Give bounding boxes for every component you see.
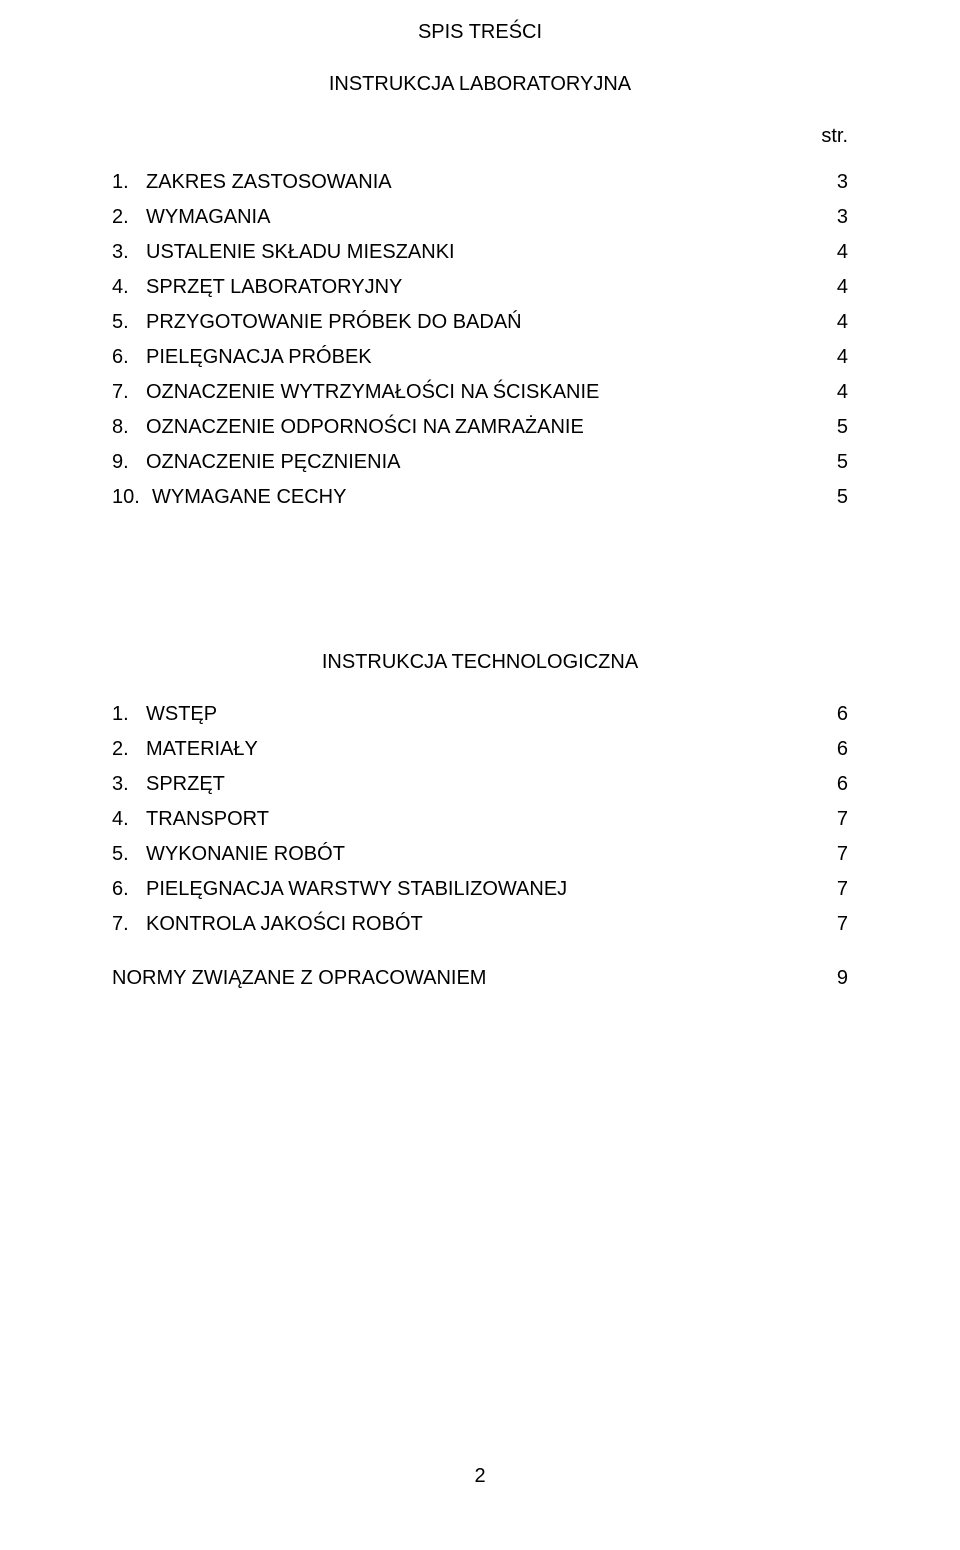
toc-number: 9. bbox=[112, 450, 146, 474]
toc-label: OZNACZENIE WYTRZYMAŁOŚCI NA ŚCISKANIE bbox=[146, 380, 599, 404]
toc-number: 4. bbox=[112, 275, 146, 299]
toc-page: 5 bbox=[828, 415, 848, 439]
toc-label: SPRZĘT bbox=[146, 772, 225, 796]
toc-row: 10. WYMAGANE CECHY 5 bbox=[112, 485, 848, 509]
toc-page: 6 bbox=[828, 737, 848, 761]
toc-row: 3. SPRZĘT 6 bbox=[112, 772, 848, 796]
toc-number: 3. bbox=[112, 240, 146, 264]
toc-row: 7. OZNACZENIE WYTRZYMAŁOŚCI NA ŚCISKANIE… bbox=[112, 380, 848, 404]
toc-row: 8. OZNACZENIE ODPORNOŚCI NA ZAMRAŻANIE 5 bbox=[112, 415, 848, 439]
toc-number: 5. bbox=[112, 842, 146, 866]
toc-number: 3. bbox=[112, 772, 146, 796]
toc-row: 1. WSTĘP 6 bbox=[112, 702, 848, 726]
toc-number: 6. bbox=[112, 877, 146, 901]
toc-page: 4 bbox=[828, 240, 848, 264]
appendix-label: NORMY ZWIĄZANE Z OPRACOWANIEM bbox=[112, 966, 486, 990]
toc-label: ZAKRES ZASTOSOWANIA bbox=[146, 170, 392, 194]
toc-page: 7 bbox=[828, 807, 848, 831]
toc-number: 4. bbox=[112, 807, 146, 831]
toc-label: TRANSPORT bbox=[146, 807, 269, 831]
toc-number: 8. bbox=[112, 415, 146, 439]
toc-page: 7 bbox=[828, 912, 848, 936]
toc-page: 7 bbox=[828, 877, 848, 901]
toc-page: 4 bbox=[828, 345, 848, 369]
toc-row: 1. ZAKRES ZASTOSOWANIA 3 bbox=[112, 170, 848, 194]
toc-page: 7 bbox=[828, 842, 848, 866]
toc-number: 5. bbox=[112, 310, 146, 334]
toc-number: 7. bbox=[112, 912, 146, 936]
toc-row: 6. PIELĘGNACJA WARSTWY STABILIZOWANEJ 7 bbox=[112, 877, 848, 901]
toc-row: 5. PRZYGOTOWANIE PRÓBEK DO BADAŃ 4 bbox=[112, 310, 848, 334]
section-spacer bbox=[112, 520, 848, 650]
toc-row: 5. WYKONANIE ROBÓT 7 bbox=[112, 842, 848, 866]
toc-number: 7. bbox=[112, 380, 146, 404]
toc-page: 4 bbox=[828, 380, 848, 404]
toc-label: PIELĘGNACJA PRÓBEK bbox=[146, 345, 372, 369]
page-number: 2 bbox=[0, 1464, 960, 1488]
toc-page: 5 bbox=[828, 450, 848, 474]
toc-label: KONTROLA JAKOŚCI ROBÓT bbox=[146, 912, 423, 936]
toc-label: USTALENIE SKŁADU MIESZANKI bbox=[146, 240, 455, 264]
toc-number: 6. bbox=[112, 345, 146, 369]
toc-page: 3 bbox=[828, 170, 848, 194]
toc-row: 3. USTALENIE SKŁADU MIESZANKI 4 bbox=[112, 240, 848, 264]
toc-row: 2. MATERIAŁY 6 bbox=[112, 737, 848, 761]
toc-page: 4 bbox=[828, 275, 848, 299]
toc-row: 6. PIELĘGNACJA PRÓBEK 4 bbox=[112, 345, 848, 369]
toc-number: 2. bbox=[112, 205, 146, 229]
document-page: SPIS TREŚCI INSTRUKCJA LABORATORYJNA str… bbox=[0, 0, 960, 1550]
toc-page: 3 bbox=[828, 205, 848, 229]
toc-page: 4 bbox=[828, 310, 848, 334]
toc-number: 10. bbox=[112, 485, 152, 509]
toc-row: 4. TRANSPORT 7 bbox=[112, 807, 848, 831]
toc-page: 6 bbox=[828, 772, 848, 796]
toc-section-1: 1. ZAKRES ZASTOSOWANIA 3 2. WYMAGANIA 3 … bbox=[112, 170, 848, 509]
toc-row: 2. WYMAGANIA 3 bbox=[112, 205, 848, 229]
section-subtitle-2: INSTRUKCJA TECHNOLOGICZNA bbox=[112, 650, 848, 674]
toc-label: WYKONANIE ROBÓT bbox=[146, 842, 345, 866]
appendix-page: 9 bbox=[828, 966, 848, 990]
toc-page: 5 bbox=[828, 485, 848, 509]
toc-label: WYMAGANE CECHY bbox=[152, 485, 346, 509]
toc-number: 2. bbox=[112, 737, 146, 761]
toc-label: OZNACZENIE ODPORNOŚCI NA ZAMRAŻANIE bbox=[146, 415, 584, 439]
section-subtitle-1: INSTRUKCJA LABORATORYJNA bbox=[112, 72, 848, 96]
toc-label: SPRZĘT LABORATORYJNY bbox=[146, 275, 402, 299]
toc-row: 9. OZNACZENIE PĘCZNIENIA 5 bbox=[112, 450, 848, 474]
toc-row: 7. KONTROLA JAKOŚCI ROBÓT 7 bbox=[112, 912, 848, 936]
toc-section-2: 1. WSTĘP 6 2. MATERIAŁY 6 3. SPRZĘT 6 4.… bbox=[112, 702, 848, 936]
main-title: SPIS TREŚCI bbox=[112, 20, 848, 44]
toc-label: PRZYGOTOWANIE PRÓBEK DO BADAŃ bbox=[146, 310, 522, 334]
toc-row: 4. SPRZĘT LABORATORYJNY 4 bbox=[112, 275, 848, 299]
toc-label: WYMAGANIA bbox=[146, 205, 270, 229]
toc-label: WSTĘP bbox=[146, 702, 217, 726]
toc-number: 1. bbox=[112, 702, 146, 726]
appendix-row: NORMY ZWIĄZANE Z OPRACOWANIEM 9 bbox=[112, 966, 848, 990]
toc-label: MATERIAŁY bbox=[146, 737, 258, 761]
page-column-label: str. bbox=[112, 124, 848, 148]
toc-label: PIELĘGNACJA WARSTWY STABILIZOWANEJ bbox=[146, 877, 567, 901]
toc-page: 6 bbox=[828, 702, 848, 726]
toc-label: OZNACZENIE PĘCZNIENIA bbox=[146, 450, 400, 474]
toc-number: 1. bbox=[112, 170, 146, 194]
